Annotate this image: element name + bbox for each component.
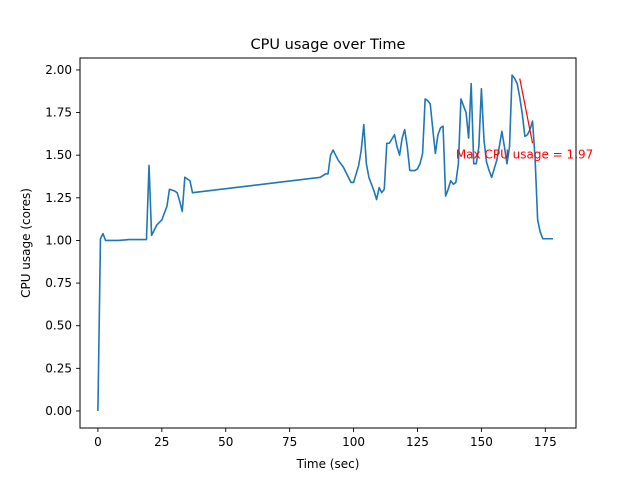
y-tick-label: 0.50	[45, 319, 72, 333]
y-axis-label: CPU usage (cores)	[19, 188, 33, 298]
series-group	[97, 74, 553, 411]
y-tick-label: 0.00	[45, 404, 72, 418]
x-tick-label: 100	[342, 435, 365, 449]
y-tick-label: 2.00	[45, 63, 72, 77]
x-tick-label: 0	[94, 435, 102, 449]
annotation-group: Max CPU usage = 1.97	[456, 78, 593, 161]
annotation-arrow	[519, 78, 534, 144]
y-tick-label: 1.00	[45, 233, 72, 247]
x-tick-label: 150	[470, 435, 493, 449]
x-tick-label: 125	[406, 435, 429, 449]
plot-frame	[79, 57, 577, 429]
plot-background	[80, 58, 576, 428]
y-tick-label: 1.75	[45, 106, 72, 120]
x-tick-label: 25	[154, 435, 169, 449]
y-tick-label: 1.50	[45, 148, 72, 162]
x-axis-label: Time (sec)	[296, 457, 360, 471]
y-tick-label: 1.25	[45, 191, 72, 205]
annotation-label: Max CPU usage = 1.97	[456, 147, 593, 161]
y-tick-label: 0.25	[45, 361, 72, 375]
chart-title: CPU usage over Time	[251, 37, 406, 53]
series-line-0	[97, 74, 553, 411]
y-axis: 0.00 0.25 0.50 0.75 1.00 1.25 1.50 1.75 2.00	[45, 63, 80, 418]
y-tick-label: 0.75	[45, 276, 72, 290]
x-tick-label: 75	[282, 435, 297, 449]
x-tick-label: 175	[534, 435, 557, 449]
x-axis: 0 25 50 75 100 125 150 175	[94, 428, 557, 449]
plot-area: Max CPU usage = 1.97	[79, 57, 593, 429]
x-tick-label: 50	[218, 435, 233, 449]
